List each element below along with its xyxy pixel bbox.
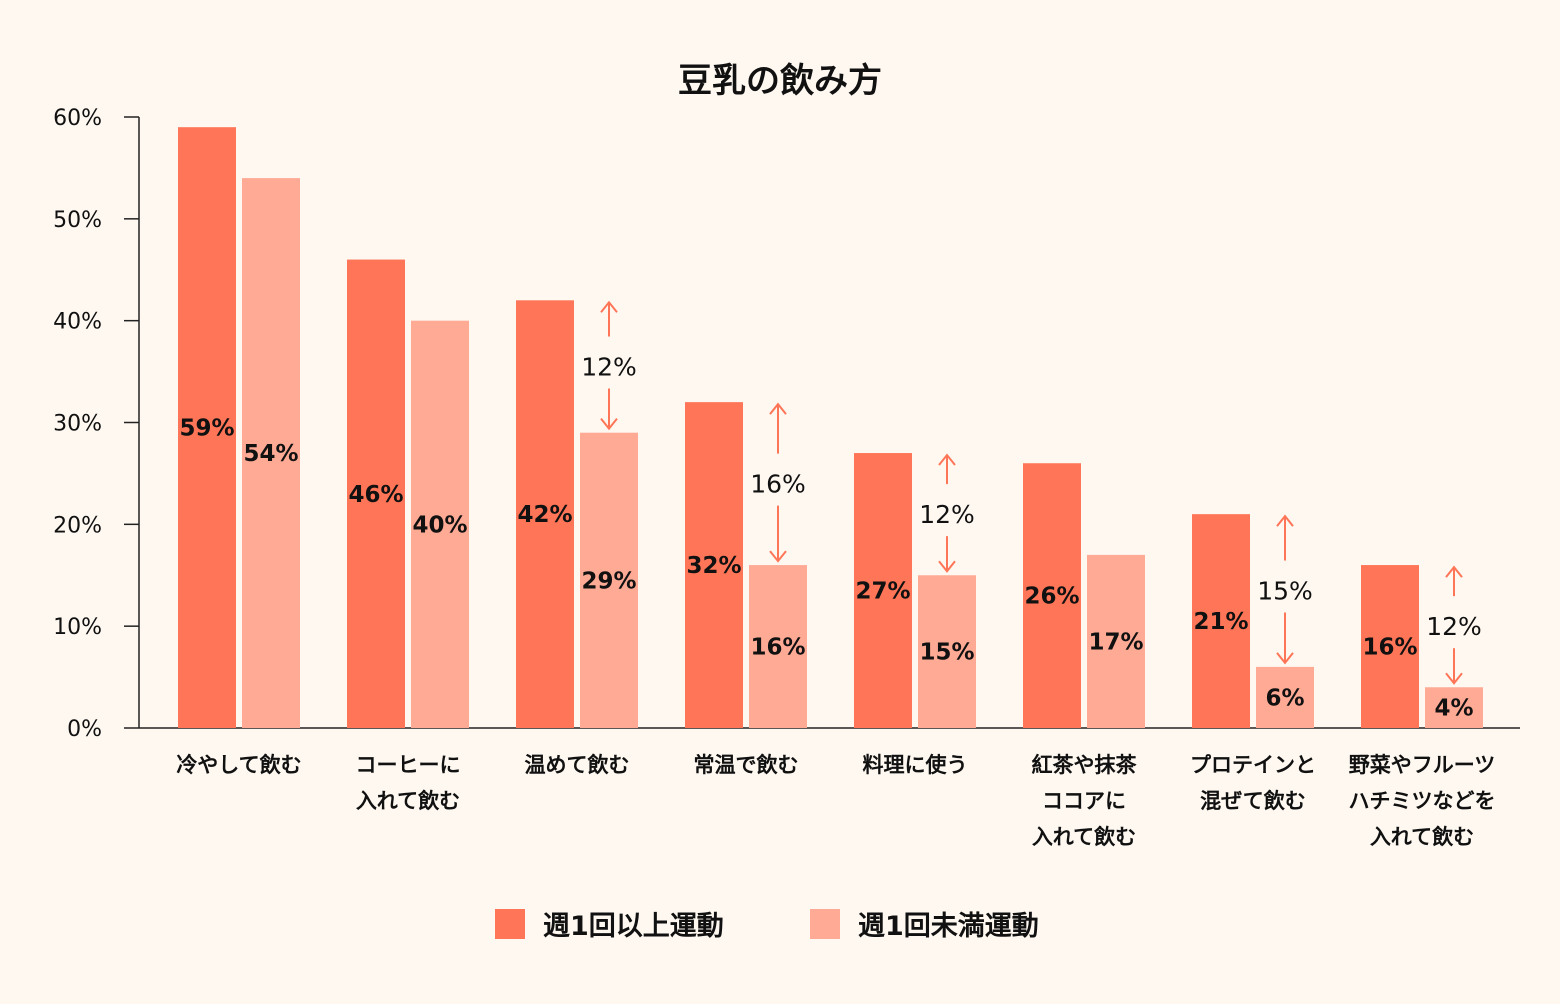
bar-value-label: 21%: [1193, 609, 1248, 635]
category-label: 紅茶や抹茶ココアに入れて飲む: [1032, 753, 1138, 849]
bar-value-label: 42%: [517, 502, 572, 528]
arrow-head-down: [1445, 672, 1463, 685]
bar: [749, 565, 807, 728]
y-tick-label: 60%: [53, 106, 102, 131]
bar-value-label: 4%: [1434, 696, 1473, 722]
difference-arrow: 15%: [1257, 514, 1313, 665]
bar: [854, 453, 912, 728]
category-label-line: 混ぜて飲む: [1200, 789, 1306, 813]
bar-value-label: 15%: [919, 640, 974, 666]
difference-label: 12%: [581, 352, 637, 381]
bar: [516, 300, 574, 728]
arrow-head-up: [1445, 565, 1463, 578]
bar-value-label: 16%: [750, 635, 805, 661]
category-label-line: ココアに: [1042, 789, 1126, 813]
difference-arrows: 12% 16% 12% 15% 12%: [581, 300, 1482, 685]
category-label-line: 入れて飲む: [356, 789, 460, 813]
bar: [685, 402, 743, 728]
y-tick-label: 0%: [67, 717, 102, 742]
legend-label: 週1回未満運動: [858, 911, 1039, 942]
axes: 0% 10% 20% 30% 40% 50% 60%: [53, 106, 1520, 742]
category-label: 冷やして飲む: [176, 753, 301, 777]
bar: [1087, 554, 1145, 728]
bar-value-label: 40%: [412, 512, 467, 538]
difference-label: 12%: [1426, 612, 1482, 641]
y-tick-label: 50%: [53, 208, 102, 233]
bar: [178, 127, 236, 728]
bar: [1192, 514, 1250, 728]
arrow-head-down: [600, 418, 618, 431]
legend-label: 週1回以上運動: [543, 911, 724, 942]
bar-value-label: 6%: [1265, 685, 1304, 711]
y-tick-label: 20%: [53, 513, 102, 538]
bar-value-label: 46%: [348, 482, 403, 508]
category-label-line: 冷やして飲む: [176, 753, 301, 777]
arrow-head-down: [769, 550, 787, 563]
category-label-line: コーヒーに: [356, 753, 461, 777]
difference-arrow: 12%: [919, 453, 975, 573]
bar: [1256, 666, 1314, 728]
bar: [1023, 463, 1081, 728]
category-label-line: 常温で飲む: [694, 753, 799, 777]
bar: [411, 320, 469, 728]
category-label-line: 入れて飲む: [1032, 825, 1136, 849]
difference-arrow: 16%: [750, 402, 806, 563]
y-tick-label: 10%: [53, 615, 102, 640]
y-tick-label: 30%: [53, 412, 102, 437]
category-label-line: 紅茶や抹茶: [1032, 753, 1138, 777]
chart-title: 豆乳の飲み方: [678, 61, 882, 101]
category-label-line: 野菜やフルーツ: [1349, 753, 1496, 777]
difference-arrow: 12%: [581, 300, 637, 431]
y-tick-label: 40%: [53, 310, 102, 335]
category-label: 料理に使う: [863, 753, 968, 777]
legend-item: 週1回以上運動: [495, 909, 724, 942]
category-label-line: 入れて飲む: [1370, 825, 1474, 849]
arrow-head-up: [769, 402, 787, 415]
category-label-line: ハチミツなどを: [1349, 789, 1496, 813]
category-label-line: 温めて飲む: [525, 753, 630, 777]
difference-label: 12%: [919, 500, 975, 529]
difference-arrow: 12%: [1426, 565, 1482, 685]
legend-item: 週1回未満運動: [810, 909, 1039, 942]
arrow-head-up: [938, 453, 956, 466]
category-label-line: 料理に使う: [863, 753, 968, 777]
category-label-line: プロテインと: [1190, 753, 1316, 777]
legend-swatch: [810, 909, 840, 939]
bar: [242, 178, 300, 729]
bar-value-label: 17%: [1088, 629, 1143, 655]
category-labels: 冷やして飲む コーヒーに入れて飲む 温めて飲む 常温で飲む 料理に使う 紅茶や抹茶ココアに…: [176, 753, 1495, 849]
difference-label: 16%: [750, 470, 806, 499]
category-label: コーヒーに入れて飲む: [356, 753, 461, 813]
bar: [918, 575, 976, 728]
arrow-head-up: [1276, 514, 1294, 527]
arrow-head-down: [938, 560, 956, 573]
bar-value-label: 54%: [243, 441, 298, 467]
bars: 59%46%42%32%27% 26%21%16%54%40%29%16% 15% 1…: [178, 127, 1483, 729]
category-label: 温めて飲む: [525, 753, 630, 777]
category-label: 野菜やフルーツハチミツなどを入れて飲む: [1349, 753, 1496, 849]
bar: [1425, 687, 1483, 728]
category-label: 常温で飲む: [694, 753, 799, 777]
arrow-head-down: [1276, 652, 1294, 665]
bar-value-label: 59%: [179, 416, 234, 442]
bar-value-label: 32%: [686, 553, 741, 579]
bar: [347, 259, 405, 728]
arrow-head-up: [600, 300, 618, 313]
bar-value-label: 29%: [581, 568, 636, 594]
bar-value-label: 27%: [855, 579, 910, 605]
legend-swatch: [495, 909, 525, 939]
bar-value-label: 26%: [1024, 584, 1079, 610]
category-label: プロテインと混ぜて飲む: [1190, 753, 1316, 813]
difference-label: 15%: [1257, 577, 1313, 606]
bar: [580, 432, 638, 728]
legend: 週1回以上運動 週1回未満運動: [495, 909, 1039, 942]
bar: [1361, 565, 1419, 728]
bar-value-label: 16%: [1362, 635, 1417, 661]
